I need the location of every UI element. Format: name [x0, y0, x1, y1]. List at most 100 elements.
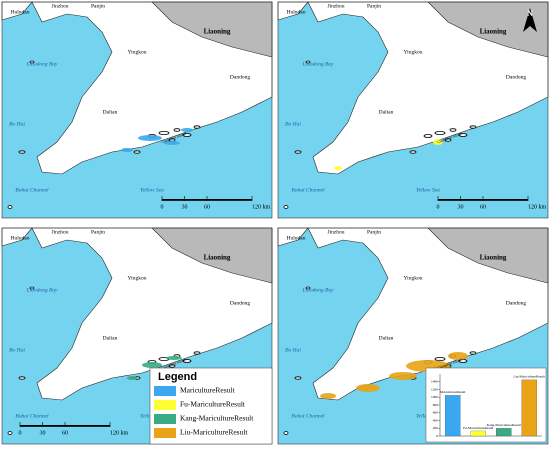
place-label: Liaodong Bay	[301, 61, 334, 67]
map-panel: Huludao Jinzhou Panjin Liaoning Yingkou Dando…	[1, 227, 273, 445]
bar	[445, 395, 461, 437]
place-label: Yingkou	[404, 49, 423, 55]
scale-label: 0	[437, 204, 440, 210]
mariculture-area	[127, 376, 137, 380]
place-label: Yellow Sea	[140, 187, 164, 193]
place-label: Yingkou	[404, 275, 423, 281]
place-label: Liaodong Bay	[301, 287, 334, 293]
place-label: Dandong	[230, 74, 250, 80]
legend-swatch	[154, 386, 176, 396]
panel-frame	[277, 1, 549, 219]
mariculture-area	[166, 356, 182, 360]
mariculture-area	[138, 135, 162, 141]
place-label: Bo Hai	[285, 121, 301, 127]
mariculture-area	[433, 139, 443, 145]
scale-label: 30	[182, 204, 188, 210]
panel-frame	[1, 227, 273, 445]
place-label: Bohai Channel	[15, 413, 49, 419]
bar-label: Liu-MaricultureResult	[514, 375, 546, 379]
place-label: Dandong	[506, 300, 526, 306]
legend-label: MaricultureResult	[180, 386, 235, 395]
place-label: Dalian	[379, 109, 394, 115]
place-label: Liaodong Bay	[25, 287, 58, 293]
y-tick-label: 200	[433, 426, 439, 430]
north-arrow	[523, 8, 537, 32]
place-label: Dalian	[379, 335, 394, 341]
place-label: Liaodong Bay	[25, 61, 58, 67]
place-label: Panjin	[367, 3, 381, 9]
legend-label: Fu-MaricultureResult	[180, 400, 246, 409]
place-label: Huludao	[287, 235, 306, 241]
bar-label: Fu-MaricultureResult	[463, 426, 493, 430]
place-label: Bohai Channel	[291, 413, 325, 419]
scale-label: 120 km	[252, 204, 271, 210]
legend-title: Legend	[158, 371, 197, 383]
place-label: Huludao	[11, 235, 30, 241]
scale-label: 60	[204, 204, 210, 210]
mariculture-area	[389, 372, 417, 380]
mariculture-area	[181, 128, 193, 132]
scale-label: 0	[161, 204, 164, 210]
place-label: Jinzhou	[51, 3, 68, 9]
place-label: Liaoning	[480, 28, 507, 36]
scale-label: 60	[62, 430, 68, 436]
bar	[496, 428, 512, 437]
place-label: Yingkou	[128, 275, 147, 281]
y-tick-label: 1400	[431, 380, 438, 384]
legend-swatch	[154, 428, 176, 438]
place-label: Bo Hai	[9, 347, 25, 353]
place-label: Huludao	[287, 9, 306, 15]
place-label: Jinzhou	[51, 229, 68, 235]
scale-label: 30	[458, 204, 464, 210]
y-tick-label: 800	[433, 403, 439, 407]
place-label: Bo Hai	[285, 347, 301, 353]
bar-label: MaricultureResult	[440, 390, 465, 394]
y-tick-label: 400	[433, 418, 439, 422]
place-label: Jinzhou	[327, 3, 344, 9]
y-tick-label: 1000	[431, 395, 438, 399]
place-label: Dandong	[506, 74, 526, 80]
place-label: Huludao	[11, 9, 30, 15]
place-label: Yingkou	[128, 49, 147, 55]
panel-frame	[277, 227, 549, 445]
mariculture-area	[334, 166, 342, 170]
panel-frame	[1, 1, 273, 219]
bar-label: Kang-MaricultureResult	[487, 423, 521, 427]
y-tick-label: 0	[436, 434, 438, 438]
base-map	[1, 1, 273, 219]
mariculture-area	[320, 393, 336, 399]
mariculture-area	[121, 148, 133, 152]
north-label: N	[527, 9, 533, 18]
place-label: Dalian	[103, 109, 118, 115]
scale-label: 120 km	[110, 430, 129, 436]
scale-label: 30	[40, 430, 46, 436]
place-label: Yellow Sea	[416, 187, 440, 193]
place-label: Panjin	[367, 229, 381, 235]
legend-swatch	[154, 400, 176, 410]
map-panel: Huludao Jinzhou Panjin Liaoning Yingkou Dando…	[1, 1, 273, 219]
place-label: Liaoning	[204, 28, 231, 36]
mariculture-area	[164, 141, 180, 145]
legend-label: Kang-MaricultureResult	[180, 414, 254, 423]
scale-label: 60	[480, 204, 486, 210]
mariculture-area	[448, 352, 468, 360]
legend-swatch	[154, 414, 176, 424]
y-tick-label: 600	[433, 411, 439, 415]
place-label: Jinzhou	[327, 229, 344, 235]
mariculture-area	[142, 362, 162, 368]
y-tick-label: 1200	[431, 387, 438, 391]
bar	[521, 379, 538, 437]
place-label: Bo Hai	[9, 121, 25, 127]
legend-label: Liu-MaricultureResult	[180, 428, 248, 437]
place-label: Bohai Channel	[15, 187, 49, 193]
place-label: Liaoning	[204, 254, 231, 262]
place-label: Panjin	[91, 229, 105, 235]
base-map	[277, 1, 549, 219]
scale-label: 120 km	[528, 204, 547, 210]
place-label: Dalian	[103, 335, 118, 341]
scale-label: 0	[19, 430, 22, 436]
place-label: Bohai Channel	[291, 187, 325, 193]
place-label: Panjin	[91, 3, 105, 9]
mariculture-area	[356, 384, 380, 392]
